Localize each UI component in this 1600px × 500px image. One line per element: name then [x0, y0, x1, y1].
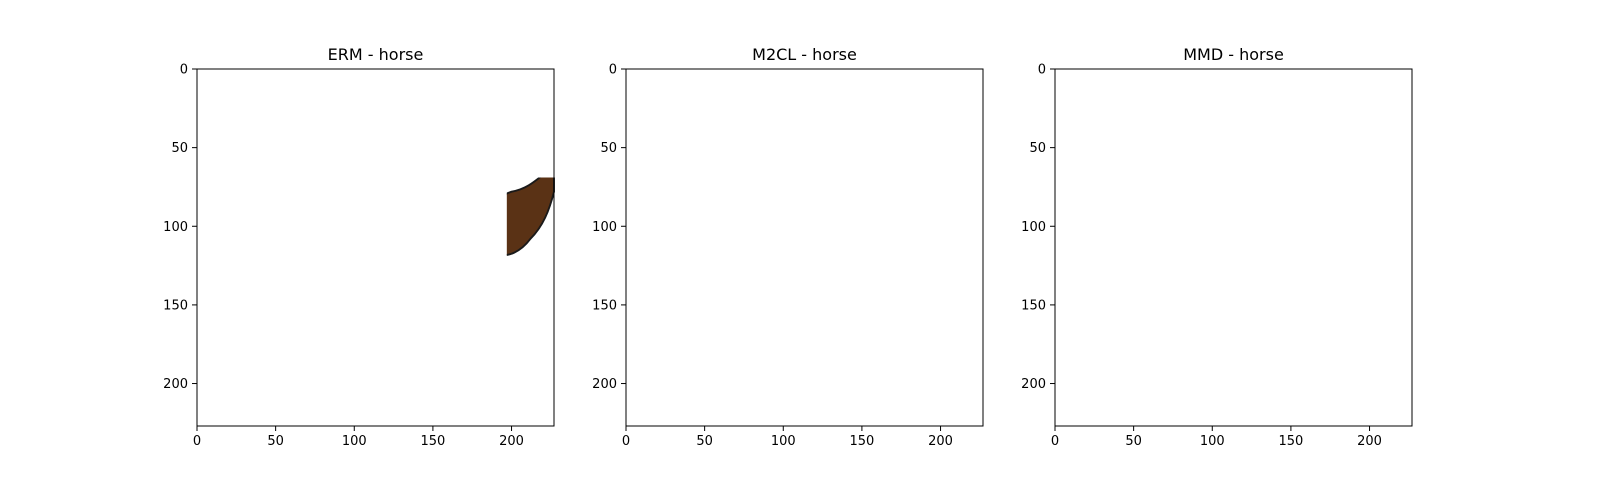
x-tick-label: 50	[1125, 434, 1142, 449]
image-area	[197, 69, 554, 426]
y-tick-label: 100	[1021, 220, 1046, 235]
x-tick-label: 0	[193, 434, 201, 449]
y-tick-label: 150	[592, 298, 617, 313]
x-tick-label: 100	[342, 434, 367, 449]
subplot-3: MMD - horse 0 50 100 150 200 0 50 100 150 200	[1021, 45, 1413, 449]
x-tick-label: 0	[622, 434, 630, 449]
x-tick-label: 50	[696, 434, 713, 449]
x-tick-label: 200	[928, 434, 953, 449]
subplot-2: M2CL - horse 0 50 100 150 200 0 50 100 150 200	[592, 45, 984, 449]
y-tick-label: 200	[592, 377, 617, 392]
y-tick-label: 150	[1021, 298, 1046, 313]
axes-frame	[196, 68, 555, 427]
x-tick-label: 100	[1200, 434, 1225, 449]
y-tick-label: 0	[1038, 63, 1046, 78]
subplot-title: MMD - horse	[1183, 45, 1284, 64]
x-tick-label: 0	[1051, 434, 1059, 449]
subplot-title: ERM - horse	[328, 45, 424, 64]
y-tick-label: 200	[163, 377, 188, 392]
y-tick-label: 50	[171, 141, 188, 156]
x-tick-label: 150	[420, 434, 445, 449]
y-tick-label: 0	[609, 63, 617, 78]
x-tick-label: 150	[1278, 434, 1303, 449]
subplot-1: ERM - horse 0 50 100 150 200 0 50 100 150 200	[163, 45, 556, 449]
x-tick-label: 50	[267, 434, 284, 449]
y-tick-label: 150	[163, 298, 188, 313]
y-tick-label: 50	[1029, 141, 1046, 156]
image-area	[1055, 69, 1412, 426]
x-tick-label: 100	[771, 434, 796, 449]
y-tick-label: 100	[163, 220, 188, 235]
image-area	[626, 69, 983, 426]
x-tick-label: 200	[499, 434, 524, 449]
y-tick-label: 100	[592, 220, 617, 235]
axes-frame	[625, 68, 984, 427]
axes-frame	[1054, 68, 1413, 427]
x-tick-label: 200	[1357, 434, 1382, 449]
y-tick-label: 50	[600, 141, 617, 156]
y-tick-label: 200	[1021, 377, 1046, 392]
subplot-title: M2CL - horse	[752, 45, 857, 64]
y-tick-label: 0	[180, 63, 188, 78]
x-tick-label: 150	[849, 434, 874, 449]
